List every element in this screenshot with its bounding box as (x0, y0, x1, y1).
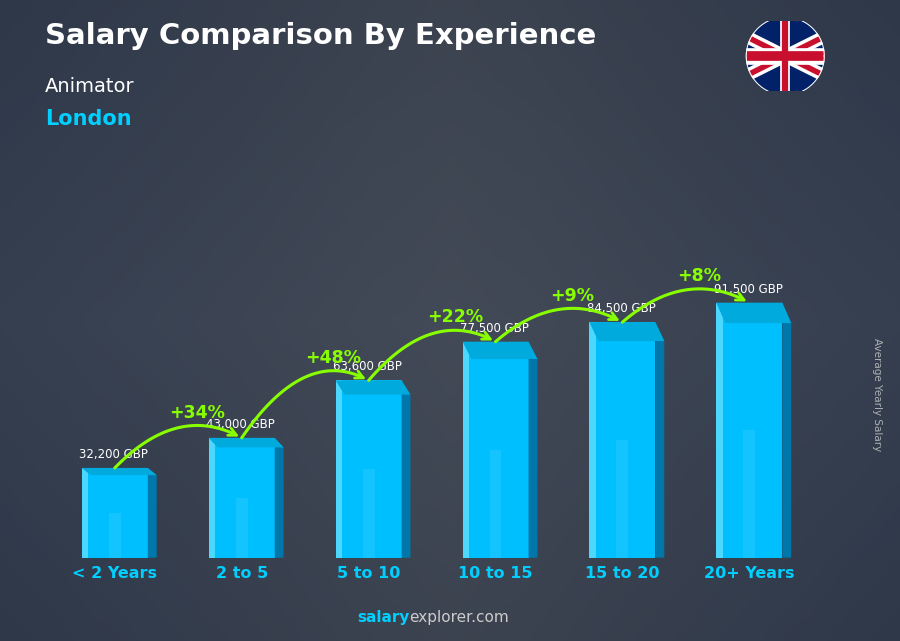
Polygon shape (716, 303, 723, 558)
Text: +22%: +22% (428, 308, 483, 326)
Bar (590, 322, 655, 558)
Polygon shape (274, 438, 284, 558)
Bar (336, 380, 401, 558)
Polygon shape (401, 380, 410, 558)
Polygon shape (336, 380, 342, 558)
Polygon shape (616, 440, 628, 558)
Text: +8%: +8% (678, 267, 722, 285)
Polygon shape (490, 450, 501, 558)
Text: Average Yearly Salary: Average Yearly Salary (872, 338, 883, 451)
Text: 43,000 GBP: 43,000 GBP (206, 418, 274, 431)
Text: 77,500 GBP: 77,500 GBP (460, 322, 529, 335)
Polygon shape (109, 513, 121, 558)
Text: 63,600 GBP: 63,600 GBP (333, 360, 402, 374)
Polygon shape (716, 303, 791, 323)
Text: 32,200 GBP: 32,200 GBP (79, 448, 148, 461)
Polygon shape (590, 322, 596, 558)
Text: 91,500 GBP: 91,500 GBP (714, 283, 783, 296)
Bar (82, 468, 148, 558)
Text: Salary Comparison By Experience: Salary Comparison By Experience (45, 22, 596, 51)
Text: +48%: +48% (305, 349, 361, 367)
Polygon shape (782, 303, 791, 558)
Polygon shape (336, 380, 410, 395)
Polygon shape (655, 322, 664, 558)
Polygon shape (209, 438, 215, 558)
Polygon shape (363, 469, 374, 558)
Text: explorer.com: explorer.com (410, 610, 509, 625)
Polygon shape (528, 342, 537, 558)
Polygon shape (209, 438, 284, 447)
Text: London: London (45, 109, 131, 129)
Text: 84,500 GBP: 84,500 GBP (587, 302, 655, 315)
Polygon shape (463, 342, 469, 558)
Text: salary: salary (357, 610, 410, 625)
Polygon shape (82, 468, 157, 475)
Bar (209, 438, 274, 558)
Text: Animator: Animator (45, 77, 135, 96)
Polygon shape (463, 342, 537, 359)
Polygon shape (743, 430, 755, 558)
Text: +34%: +34% (169, 404, 225, 422)
Bar (716, 303, 782, 558)
Polygon shape (590, 322, 664, 341)
Polygon shape (82, 468, 88, 558)
Bar (463, 342, 528, 558)
Polygon shape (236, 498, 248, 558)
Polygon shape (148, 468, 157, 558)
Text: +9%: +9% (551, 287, 595, 304)
